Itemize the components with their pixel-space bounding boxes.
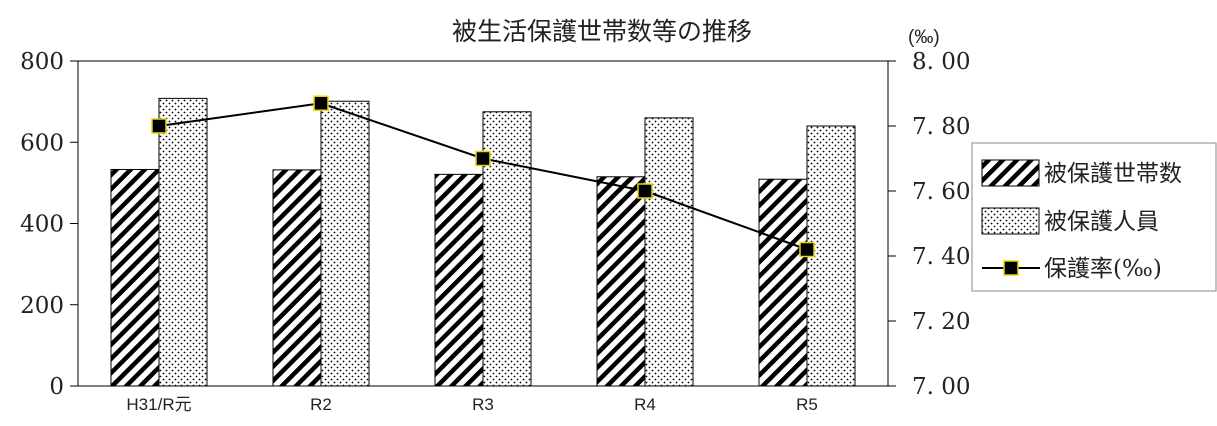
bar-households <box>596 176 646 387</box>
plot-area: 0 200 400 600 800 7. 00 7. 20 7. 40 7. 60 7. 80 8.… <box>20 49 970 414</box>
bar-households <box>272 169 322 387</box>
y-right-tick-label: 7. 80 <box>912 114 971 140</box>
bar-persons <box>806 125 856 387</box>
legend-swatch-persons <box>981 207 1040 235</box>
x-category-label: R4 <box>634 395 656 414</box>
y-left-tick-label: 200 <box>20 293 64 319</box>
rate-marker <box>475 150 491 167</box>
x-category-label: R3 <box>472 395 494 414</box>
y-right-tick-label: 7. 20 <box>912 309 971 335</box>
y-left-tick-label: 600 <box>20 130 64 156</box>
bar-persons <box>320 100 370 387</box>
y-right-tick-label: 7. 40 <box>912 244 971 270</box>
legend-swatch-households <box>981 159 1040 187</box>
y-left-tick-label: 400 <box>20 212 64 238</box>
rate-marker <box>313 95 329 111</box>
bar-households <box>434 173 484 387</box>
y-right-tick-label: 7. 60 <box>912 179 971 205</box>
legend-label-households: 被保護世帯数 <box>1044 161 1182 187</box>
bar-persons <box>644 117 694 387</box>
bar-households <box>758 178 808 387</box>
x-category-label: R5 <box>796 395 818 414</box>
legend-label-rate: 保護率(‰) <box>1044 256 1162 282</box>
chart-title: 被生活保護世帯数等の推移 <box>452 17 752 46</box>
y-right-tick-label: 8. 00 <box>912 49 971 75</box>
rate-marker <box>637 183 653 199</box>
bar-households <box>110 168 160 387</box>
legend-marker-rate <box>1003 260 1019 276</box>
x-category-label: R2 <box>310 395 332 414</box>
legend: 被保護世帯数 被保護人員 保護率(‰) <box>971 142 1217 292</box>
right-axis-unit: (‰) <box>908 27 940 48</box>
y-right-tick-label: 7. 00 <box>912 374 971 400</box>
legend-label-persons: 被保護人員 <box>1044 209 1159 235</box>
rate-marker <box>799 241 815 258</box>
y-left-tick-label: 0 <box>49 374 64 400</box>
bar-persons <box>482 111 532 387</box>
rate-marker <box>151 118 167 134</box>
x-category-label: H31/R元 <box>126 395 191 414</box>
y-left-tick-label: 800 <box>20 49 64 75</box>
bar-persons <box>158 97 208 387</box>
